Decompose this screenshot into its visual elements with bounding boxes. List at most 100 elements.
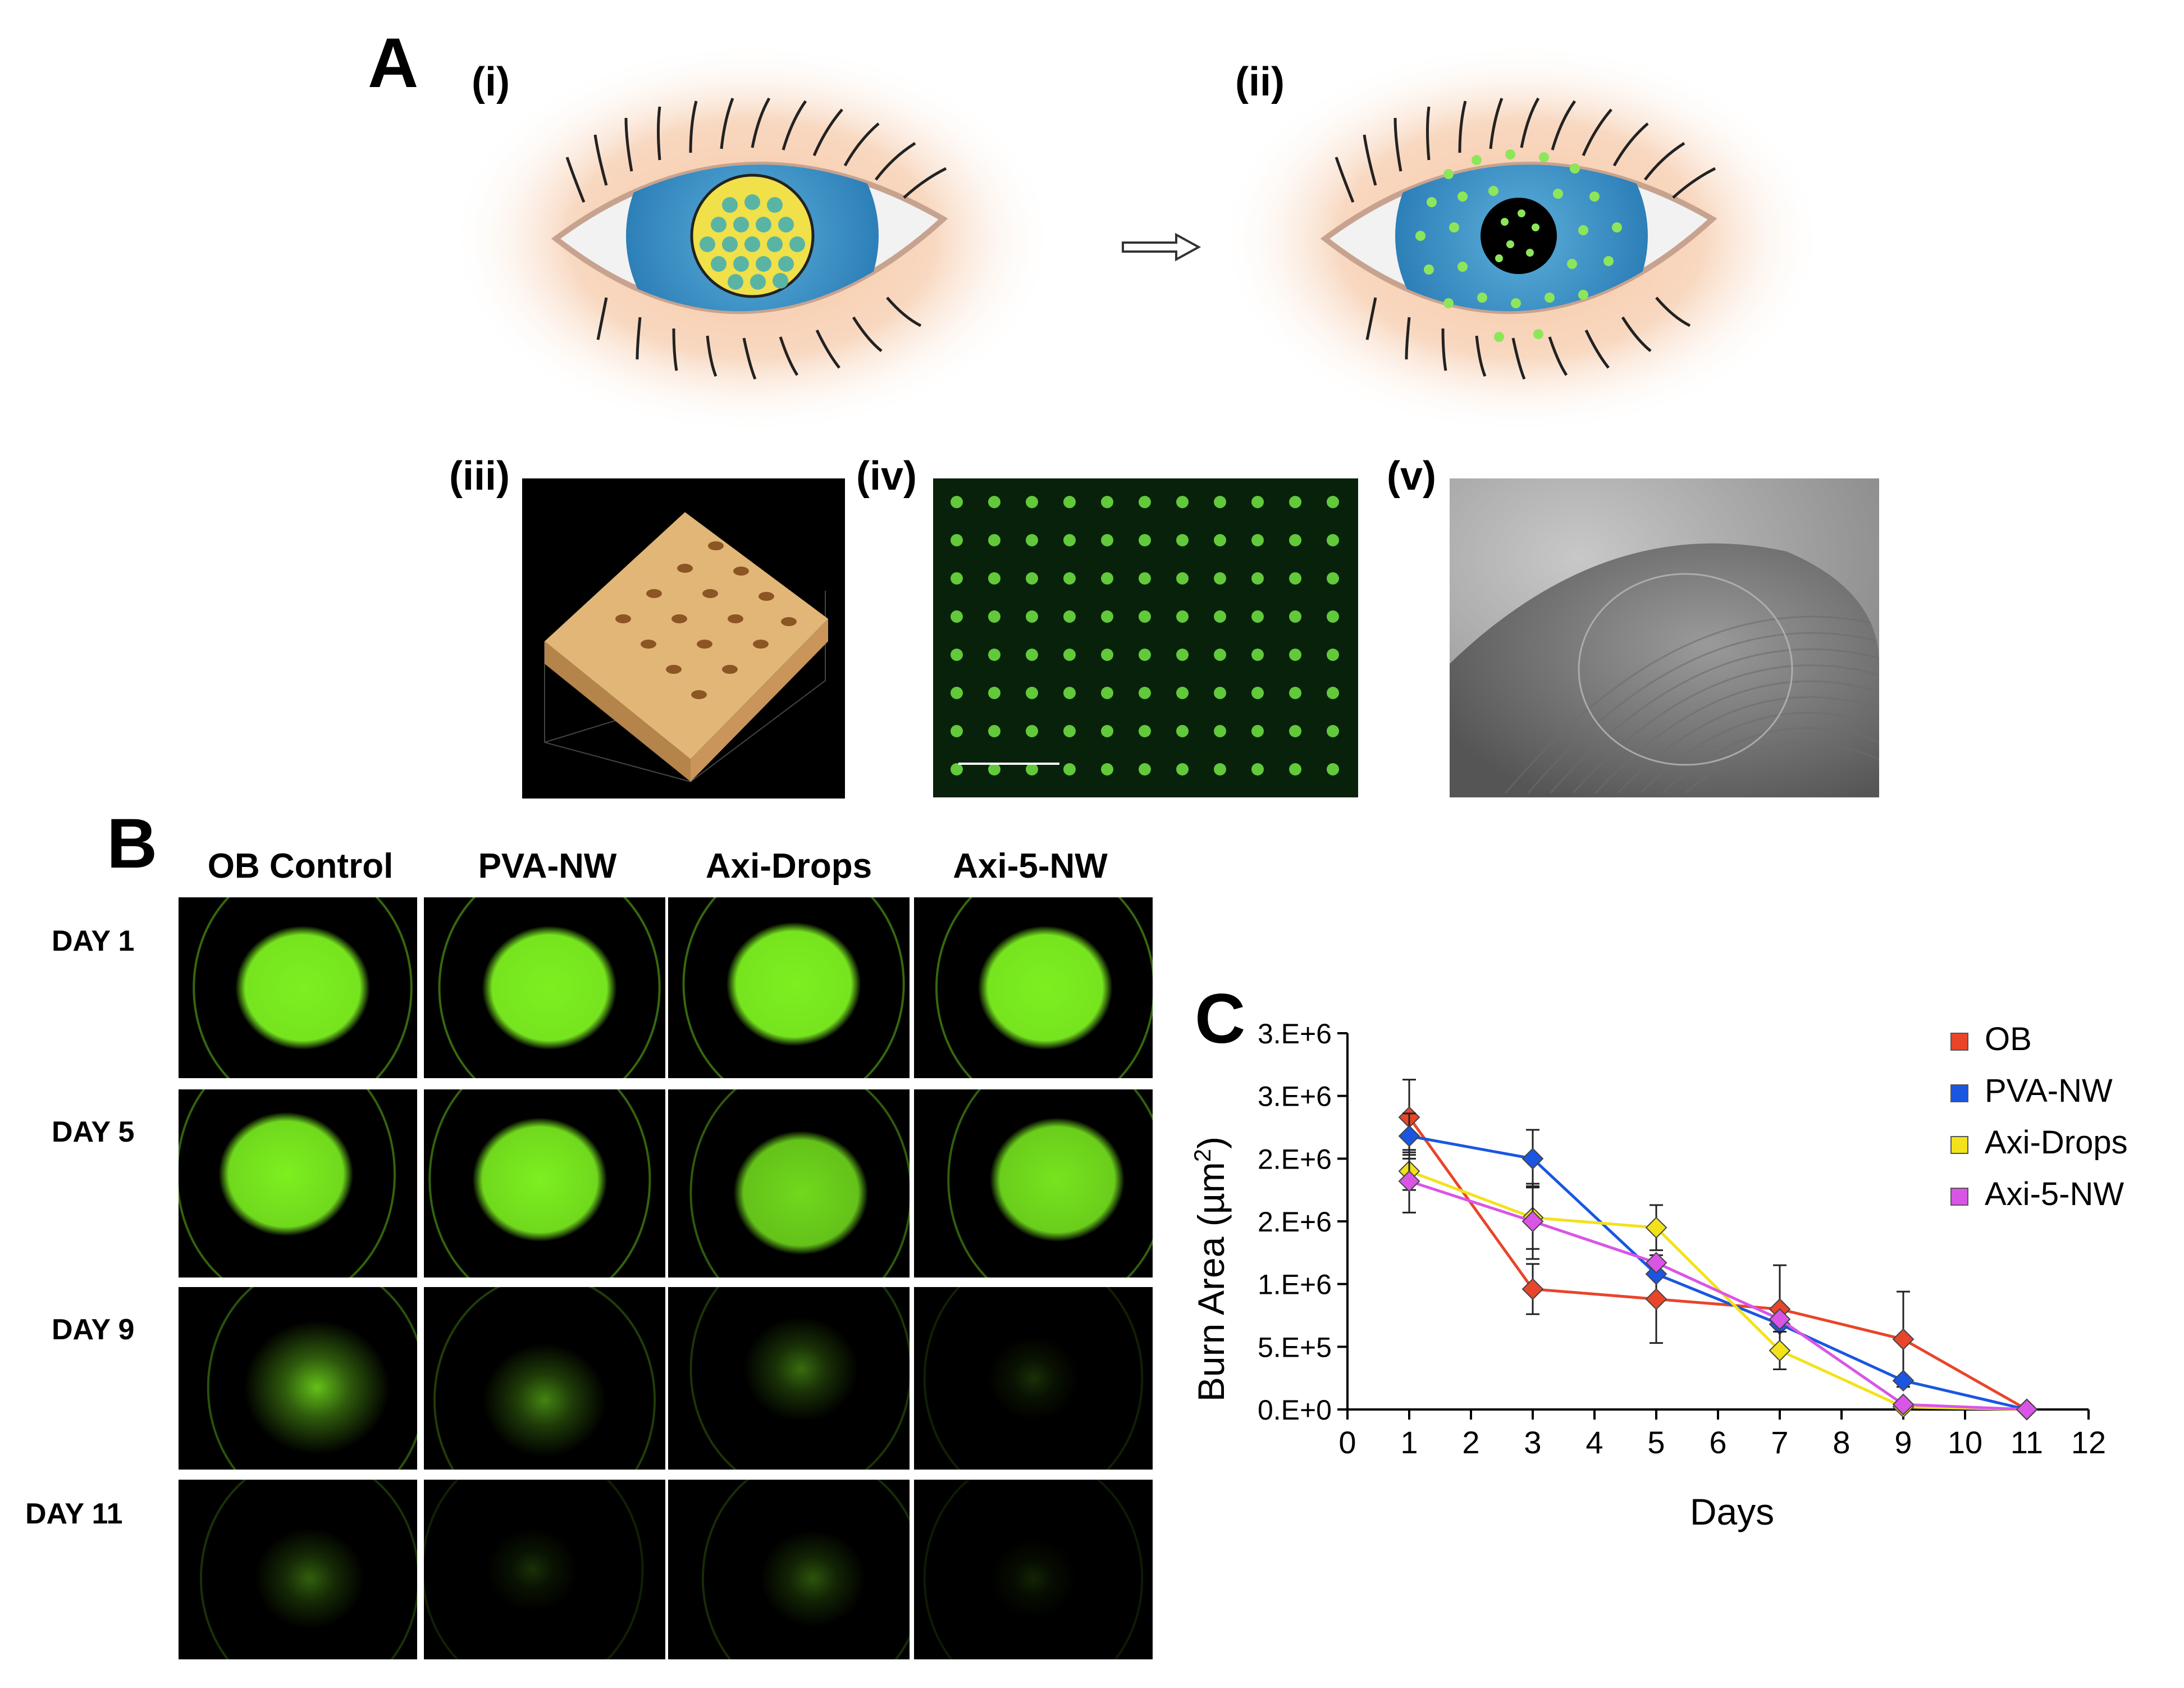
grid-dot	[1176, 572, 1189, 585]
x-tick-label: 11	[2011, 1425, 2043, 1460]
grid-dot	[1139, 649, 1151, 661]
x-tick-label: 5	[1647, 1425, 1665, 1460]
grid-dot	[951, 725, 963, 737]
grid-dot	[1251, 496, 1264, 508]
grid-dot	[1327, 687, 1339, 699]
grid-dot	[1251, 725, 1264, 737]
grid-dot	[1063, 649, 1076, 661]
grid-dot	[951, 649, 963, 661]
x-tick-label: 0	[1338, 1425, 1356, 1460]
x-tick-label: 3	[1524, 1425, 1541, 1460]
grid-dot	[1214, 763, 1226, 775]
y-tick-label: 2.E+6	[1258, 1206, 1332, 1238]
chart-series	[1398, 1079, 2038, 1421]
grid-dot	[1327, 496, 1339, 508]
x-tick-label: 10	[1948, 1425, 1982, 1460]
data-point	[2016, 1398, 2038, 1421]
chart-legend: OB PVA-NW Axi-Drops Axi-5-NW	[1950, 1021, 2128, 1212]
grid-dot	[988, 725, 1000, 737]
row-label-day-11: DAY 11	[25, 1498, 123, 1530]
grid-dot	[1063, 687, 1076, 699]
grid-dot	[1139, 610, 1151, 623]
grid-dot	[951, 610, 963, 623]
grid-dot	[1176, 687, 1189, 699]
grid-dot	[1026, 725, 1038, 737]
grid-dot	[1289, 763, 1301, 775]
data-point	[1769, 1339, 1791, 1362]
grid-dot	[1327, 649, 1339, 661]
grid-dot	[1101, 687, 1113, 699]
series-line	[1409, 1170, 2027, 1411]
legend-swatch	[1950, 1084, 1968, 1102]
grid-dot	[951, 534, 963, 546]
grid-dot	[1139, 725, 1151, 737]
y-tick-label: 2.E+6	[1258, 1143, 1332, 1175]
stain-tile-day-9-pva-nw	[424, 1287, 665, 1470]
grid-dot	[951, 572, 963, 585]
grid-dot	[1327, 610, 1339, 623]
grid-dot	[1101, 649, 1113, 661]
fluorescence-grid-image	[933, 478, 1358, 797]
y-axis-label: Burn Area (µm2)	[1189, 1137, 1232, 1402]
grid-dot	[1026, 496, 1038, 508]
stain-tile-day-5-axi-drops	[668, 1089, 910, 1278]
grid-dot	[1176, 610, 1189, 623]
row-label-day-1: DAY 1	[52, 925, 135, 957]
grid-dot	[1327, 534, 1339, 546]
data-point	[1522, 1278, 1544, 1301]
label-ii: (ii)	[1235, 60, 1285, 104]
micro-reservoir-pits	[615, 541, 797, 699]
x-tick-label: 2	[1462, 1425, 1479, 1460]
grid-dot	[1176, 534, 1189, 546]
grid-dot	[1327, 763, 1339, 775]
series-line	[1409, 1134, 2027, 1411]
stain-tile-day-9-ob-control	[179, 1287, 417, 1470]
burn-area-chart: 0.E+05.E+51.E+62.E+62.E+63.E+63.E+60 1 2 3 4…	[1189, 1018, 2128, 1532]
legend-label: Axi-Drops	[1985, 1124, 2128, 1161]
x-tick-label: 12	[2071, 1425, 2106, 1460]
stain-tile-day-5-pva-nw	[424, 1089, 665, 1278]
series-line	[1408, 1116, 2028, 1411]
grid-dot	[1214, 687, 1226, 699]
y-tick-label: 5.E+5	[1258, 1331, 1332, 1363]
col-label-pva-nw: PVA-NW	[478, 847, 617, 886]
grid-dot	[1101, 725, 1113, 737]
eye-illustration-ii	[1218, 42, 1825, 435]
legend-swatch	[1950, 1188, 1968, 1206]
grid-dot	[1176, 496, 1189, 508]
grid-dot	[1026, 649, 1038, 661]
stain-tile-day-1-ob-control	[179, 897, 417, 1078]
label-iii: (iii)	[449, 454, 510, 499]
x-tick-label: 4	[1586, 1425, 1603, 1460]
grid-dot	[1251, 572, 1264, 585]
data-point	[1645, 1216, 1667, 1239]
grid-dot	[1063, 763, 1076, 775]
drug-reservoir-dots	[700, 194, 805, 290]
grid-dot	[1063, 496, 1076, 508]
stain-tile-day-9-axi-5-nw	[914, 1287, 1153, 1470]
grid-dot	[1327, 725, 1339, 737]
x-tick-label: 8	[1833, 1425, 1850, 1460]
grid-dot	[1251, 763, 1264, 775]
data-point	[1398, 1125, 1420, 1147]
row-label-day-9: DAY 9	[52, 1313, 135, 1346]
fluorescent-reservoir-dots	[951, 496, 1339, 775]
col-label-ob-control: OB Control	[207, 847, 394, 886]
grid-dot	[1214, 572, 1226, 585]
grid-dot	[1289, 725, 1301, 737]
x-tick-label: 9	[1894, 1425, 1912, 1460]
grid-dot	[1063, 610, 1076, 623]
grid-dot	[1139, 763, 1151, 775]
label-iv: (iv)	[856, 454, 917, 499]
col-label-axi-drops: Axi-Drops	[705, 847, 872, 886]
grid-dot	[1139, 572, 1151, 585]
grid-dot	[988, 572, 1000, 585]
grid-dot	[1251, 649, 1264, 661]
legend-swatch	[1950, 1136, 1968, 1154]
grid-dot	[1214, 649, 1226, 661]
y-tick-label: 3.E+6	[1258, 1081, 1332, 1112]
grid-dot	[1139, 687, 1151, 699]
grid-dot	[1214, 610, 1226, 623]
grid-dot	[988, 763, 1000, 775]
y-tick-label: 3.E+6	[1258, 1018, 1332, 1050]
